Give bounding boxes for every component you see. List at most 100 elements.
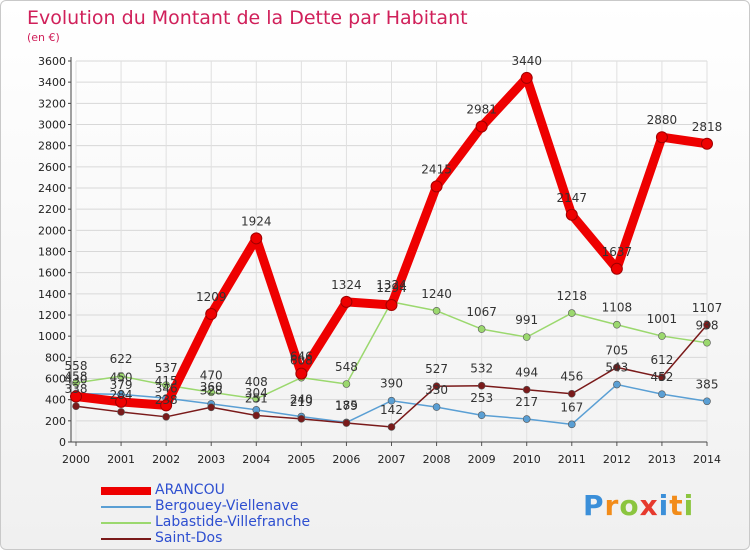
data-label: 1107 xyxy=(692,301,723,315)
data-point xyxy=(162,413,170,421)
data-point xyxy=(432,403,441,411)
axes: 0 200 400 600 800 1000 1200 1400 1600 1800 2000 220… xyxy=(38,55,721,466)
data-label: 532 xyxy=(470,362,493,376)
data-label: 494 xyxy=(515,366,538,380)
data-label: 408 xyxy=(245,375,268,389)
logo-letter: r xyxy=(604,489,620,522)
data-label: 390 xyxy=(380,377,403,391)
data-label: 2818 xyxy=(692,120,723,134)
logo-letter: o xyxy=(619,489,640,522)
data-label: 284 xyxy=(110,388,133,402)
data-label: 527 xyxy=(425,362,448,376)
x-tick-label: 2014 xyxy=(693,453,721,466)
data-point xyxy=(655,131,668,144)
data-point xyxy=(207,403,216,412)
chart-title: Evolution du Montant de la Dette par Hab… xyxy=(27,7,468,29)
data-point xyxy=(522,385,531,394)
logo-letter: x xyxy=(639,489,659,522)
data-point xyxy=(477,411,486,420)
series-lines xyxy=(70,71,713,431)
y-tick-label: 1000 xyxy=(38,330,66,343)
data-point xyxy=(613,363,621,372)
data-label: 142 xyxy=(380,403,403,417)
x-tick-label: 2003 xyxy=(197,453,225,466)
data-point xyxy=(701,137,713,150)
data-label: 219 xyxy=(290,395,313,409)
data-label: 338 xyxy=(65,382,88,396)
y-tick-label: 600 xyxy=(45,373,66,386)
data-point xyxy=(430,180,443,193)
legend-swatch-arancou xyxy=(101,487,151,495)
data-label: 304 xyxy=(245,386,268,400)
data-point xyxy=(297,415,306,423)
y-tick-label: 200 xyxy=(45,415,66,428)
data-labels: 458 450 415 360 304 240 185 390 330 253 217 167 543 4… xyxy=(65,54,723,417)
y-tick-label: 1400 xyxy=(38,288,66,301)
data-point xyxy=(117,372,125,380)
data-point xyxy=(385,299,398,312)
data-label: 458 xyxy=(65,370,88,384)
logo-letter: P xyxy=(583,489,605,522)
data-point xyxy=(703,338,711,347)
y-tick-label: 3600 xyxy=(38,55,66,68)
data-label: 537 xyxy=(155,361,178,375)
data-point xyxy=(250,232,263,245)
data-label: 450 xyxy=(110,370,133,384)
data-point xyxy=(432,306,441,315)
y-tick-label: 3200 xyxy=(38,97,66,110)
data-point xyxy=(703,397,711,406)
data-label: 452 xyxy=(650,370,673,384)
data-label: 1294 xyxy=(376,281,407,295)
legend-swatch-bergouey xyxy=(101,506,151,508)
data-label: 991 xyxy=(515,313,538,327)
y-tick-label: 1600 xyxy=(38,267,66,280)
data-label: 938 xyxy=(696,319,719,333)
x-tick-label: 2008 xyxy=(423,453,451,466)
data-label: 1001 xyxy=(647,312,678,326)
proxiti-logo: Proxiti xyxy=(583,489,694,522)
data-point xyxy=(610,262,623,275)
data-point xyxy=(432,382,441,391)
data-label: 253 xyxy=(470,391,493,405)
data-label: 217 xyxy=(515,395,538,409)
data-point xyxy=(613,320,621,329)
data-label: 330 xyxy=(425,383,448,397)
x-tick-label: 2006 xyxy=(332,453,360,466)
x-tick-label: 2002 xyxy=(152,453,180,466)
y-tick-label: 400 xyxy=(45,394,66,407)
data-label: 543 xyxy=(605,361,628,375)
data-point xyxy=(567,309,576,317)
data-label: 705 xyxy=(605,343,628,357)
x-tick-label: 2009 xyxy=(468,453,496,466)
data-point xyxy=(117,408,125,416)
legend-label-saint-dos: Saint-Dos xyxy=(155,530,223,546)
y-tick-label: 3400 xyxy=(38,76,66,89)
y-tick-label: 2400 xyxy=(38,182,66,195)
legend-swatch-labastide xyxy=(101,522,151,524)
y-tick-label: 800 xyxy=(45,351,66,364)
data-point xyxy=(72,402,80,411)
data-label: 240 xyxy=(290,393,313,407)
data-point xyxy=(342,419,351,427)
y-tick-label: 1200 xyxy=(38,309,66,322)
legend-label-labastide: Labastide-Villefranche xyxy=(155,514,311,530)
chart-subtitle: (en €) xyxy=(27,31,60,44)
data-label: 179 xyxy=(335,399,358,413)
data-label: 2147 xyxy=(557,191,588,205)
logo-letter: t xyxy=(669,489,684,522)
x-tick-label: 2013 xyxy=(648,453,676,466)
data-label: 470 xyxy=(200,368,223,382)
data-point xyxy=(72,379,80,387)
data-point xyxy=(387,396,396,405)
data-label: 1324 xyxy=(331,278,362,292)
grid xyxy=(75,60,708,443)
legend-swatch-saint-dos xyxy=(101,538,151,540)
data-label: 2415 xyxy=(421,162,452,176)
data-label: 1067 xyxy=(466,305,497,319)
x-tick-label: 2010 xyxy=(513,453,541,466)
logo-letter: i xyxy=(658,489,670,522)
data-point xyxy=(207,388,216,397)
data-label: 608 xyxy=(290,354,313,368)
data-point xyxy=(70,390,82,403)
data-point xyxy=(477,381,486,390)
